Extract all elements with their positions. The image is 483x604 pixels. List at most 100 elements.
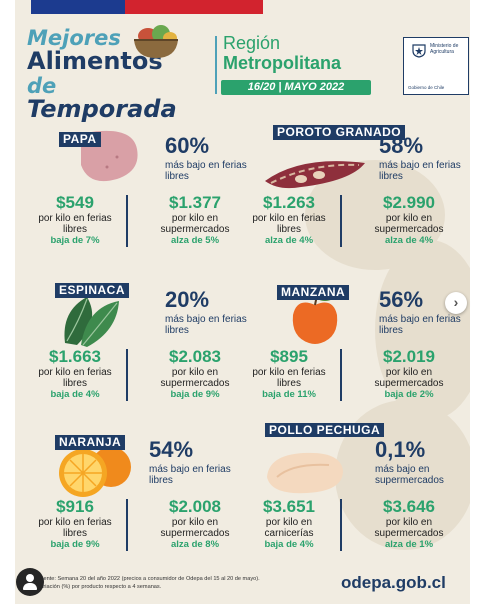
flag-stripe-blue [31,0,125,14]
price-value: $3.646 [383,497,435,516]
product-card-pollo-pechuga: POLLO PECHUGA 0,1% más bajo en supermerc… [245,423,465,587]
price-value: $549 [56,193,94,212]
price-unit: por kilo en ferias libres [38,367,112,389]
product-name: POROTO GRANADO [273,125,406,140]
product-card-manzana: MANZANA 56% más bajo en ferias libres $8… [245,285,465,437]
next-slide-button[interactable]: › [445,292,467,314]
market-price: $1.263 por kilo en ferias libres alza de… [245,193,333,247]
price-value: $1.263 [263,193,315,212]
price-change: alza de 4% [384,235,434,246]
price-value: $895 [270,347,308,366]
price-unit: por kilo en supermercados [160,517,230,539]
market-price: $895 por kilo en ferias libres baja de 1… [245,347,333,401]
product-name: PAPA [59,132,101,147]
title-word-de: de [27,74,57,98]
price-value: $2.019 [383,347,435,366]
price-change: baja de 4% [264,539,314,550]
column-divider [340,195,342,247]
price-unit: por kilo en supermercados [160,213,230,235]
price-unit: por kilo en carnicerías [264,517,314,539]
background-blob [375,240,470,420]
supermarket-price: $1.377 por kilo en supermercados alza de… [151,193,239,247]
price-unit: por kilo en supermercados [374,367,444,389]
price-unit: por kilo en supermercados [374,517,444,539]
savings-description: más bajo en ferias libres [379,160,461,182]
product-name: MANZANA [277,285,350,300]
price-change: alza de 1% [384,539,434,550]
price-unit: por kilo en ferias libres [38,517,112,539]
product-card-papa: PAPA 60% más bajo en ferias libres $549 … [31,130,251,283]
product-card-naranja: NARANJA 54% más bajo en ferias libres $9… [31,435,251,587]
savings-description: más bajo en ferias libres [165,314,247,336]
supermarket-price: $2.083 por kilo en supermercados baja de… [151,347,239,401]
price-unit: por kilo en supermercados [374,213,444,235]
price-value: $2.008 [169,497,221,516]
vegetable-bowl-icon [134,25,178,58]
savings-percent: 60% [165,133,210,158]
price-unit: por kilo en ferias libres [252,367,326,389]
flag-stripe-red [125,0,263,14]
user-avatar-icon[interactable] [16,568,44,596]
header-divider [215,36,217,94]
source-footnote: Fuente: Semana 20 del año 2022 (precios … [37,576,260,590]
price-value: $1.663 [49,347,101,366]
product-card-poroto-granado: POROTO GRANADO 58% más bajo en ferias li… [245,125,465,283]
product-name: NARANJA [55,435,126,450]
savings-percent: 56% [379,287,424,312]
market-price: $1.663 por kilo en ferias libres baja de… [31,347,119,401]
market-price: $3.651 por kilo en carnicerías baja de 4… [245,497,333,551]
apple-icon [292,294,338,344]
price-unit: por kilo en ferias libres [252,213,326,235]
price-value: $916 [56,497,94,516]
price-change: baja de 7% [50,235,100,246]
price-change: alza de 8% [170,539,220,550]
product-name: ESPINACA [55,283,130,298]
region-label: Región [223,33,281,53]
spinach-icon [64,297,119,347]
column-divider [126,349,128,401]
price-value: $2.990 [383,193,435,212]
supermarket-price: $2.990 por kilo en supermercados alza de… [365,193,453,247]
price-unit: por kilo en supermercados [160,367,230,389]
column-divider [340,499,342,551]
supermarket-price: $2.019 por kilo en supermercados baja de… [365,347,453,401]
government-label: Gobierno de Chile [408,85,445,90]
price-change: baja de 9% [170,389,220,400]
savings-percent: 20% [165,287,210,312]
price-change: baja de 11% [262,389,316,400]
savings-percent: 58% [379,133,424,158]
product-card-espinaca: ESPINACA 20% más bajo en ferias libres $… [31,283,251,437]
website-link[interactable]: odepa.gob.cl [341,573,446,592]
column-divider [340,349,342,401]
region-name: Metropolitana [223,53,342,73]
savings-percent: 0,1% [375,437,426,462]
title-line-1: Mejores [27,26,121,50]
chicken-breast-icon [267,452,343,494]
savings-description: más bajo en ferias libres [379,314,461,336]
infographic-poster: Mejores Alimentos de Temporada Región Me… [15,0,470,604]
price-change: baja de 4% [50,389,100,400]
title-line-3: Temporada [27,95,177,123]
price-value: $1.377 [169,193,221,212]
savings-description: más bajo en supermercados [375,464,444,486]
price-change: baja de 9% [50,539,100,550]
coat-of-arms-icon [412,44,426,58]
orange-icon [59,447,131,497]
price-value: $3.651 [263,497,315,516]
column-divider [126,499,128,551]
column-divider [126,195,128,247]
supermarket-price: $2.008 por kilo en supermercados alza de… [151,497,239,551]
savings-description: más bajo en ferias libres [149,464,231,486]
date-range-badge: 16/20 | MAYO 2022 [221,80,371,95]
ministry-name: Ministerio de Agricultura [430,43,459,55]
price-change: alza de 5% [170,235,220,246]
market-price: $549 por kilo en ferias libres baja de 7… [31,193,119,247]
savings-percent: 54% [149,437,194,462]
bean-pod-icon [265,161,365,189]
market-price: $916 por kilo en ferias libres baja de 9… [31,497,119,551]
price-unit: por kilo en ferias libres [38,213,112,235]
price-change: alza de 4% [264,235,314,246]
savings-description: más bajo en ferias libres [165,160,247,182]
supermarket-price: $3.646 por kilo en supermercados alza de… [365,497,453,551]
ministry-logo: Ministerio de Agricultura Gobierno de Chi… [403,37,469,95]
